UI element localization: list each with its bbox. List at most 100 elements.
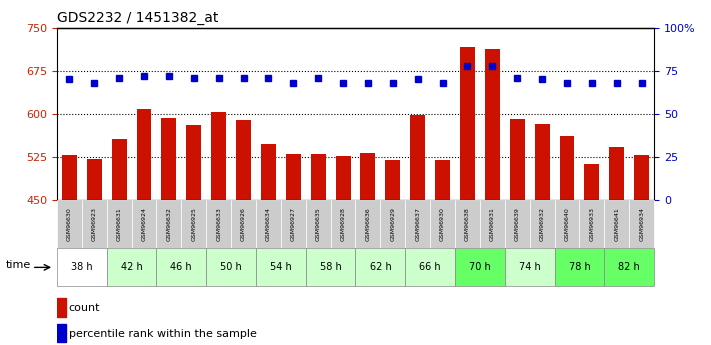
Text: GSM96633: GSM96633 bbox=[216, 207, 221, 241]
Bar bbox=[336, 156, 351, 345]
Text: GSM96933: GSM96933 bbox=[589, 207, 594, 241]
FancyBboxPatch shape bbox=[604, 200, 629, 248]
Text: GSM96923: GSM96923 bbox=[92, 207, 97, 241]
FancyBboxPatch shape bbox=[156, 200, 181, 248]
Text: GSM96930: GSM96930 bbox=[440, 207, 445, 241]
Text: count: count bbox=[69, 303, 100, 313]
Text: GSM96631: GSM96631 bbox=[117, 207, 122, 241]
FancyBboxPatch shape bbox=[505, 200, 530, 248]
Bar bbox=[360, 153, 375, 345]
Bar bbox=[510, 119, 525, 345]
Text: GSM96636: GSM96636 bbox=[365, 207, 370, 241]
Text: 50 h: 50 h bbox=[220, 263, 242, 272]
FancyBboxPatch shape bbox=[82, 200, 107, 248]
FancyBboxPatch shape bbox=[107, 248, 156, 286]
FancyBboxPatch shape bbox=[405, 248, 455, 286]
Bar bbox=[385, 160, 400, 345]
Text: 58 h: 58 h bbox=[320, 263, 341, 272]
Text: GSM96928: GSM96928 bbox=[341, 207, 346, 241]
Bar bbox=[57, 324, 66, 342]
Bar bbox=[460, 47, 475, 345]
Text: 66 h: 66 h bbox=[419, 263, 441, 272]
FancyBboxPatch shape bbox=[306, 200, 331, 248]
Text: 54 h: 54 h bbox=[270, 263, 292, 272]
FancyBboxPatch shape bbox=[555, 248, 604, 286]
Text: GSM96635: GSM96635 bbox=[316, 207, 321, 241]
FancyBboxPatch shape bbox=[530, 200, 555, 248]
FancyBboxPatch shape bbox=[107, 200, 132, 248]
FancyBboxPatch shape bbox=[206, 200, 231, 248]
Text: percentile rank within the sample: percentile rank within the sample bbox=[69, 329, 257, 338]
Text: 70 h: 70 h bbox=[469, 263, 491, 272]
Bar bbox=[584, 165, 599, 345]
Text: GSM96640: GSM96640 bbox=[565, 207, 570, 241]
FancyBboxPatch shape bbox=[331, 200, 356, 248]
Text: GSM96630: GSM96630 bbox=[67, 207, 72, 241]
FancyBboxPatch shape bbox=[455, 248, 505, 286]
FancyBboxPatch shape bbox=[57, 200, 82, 248]
Text: 38 h: 38 h bbox=[71, 263, 92, 272]
Text: time: time bbox=[6, 260, 31, 270]
FancyBboxPatch shape bbox=[206, 248, 256, 286]
Bar bbox=[634, 155, 649, 345]
Bar bbox=[261, 144, 276, 345]
FancyBboxPatch shape bbox=[579, 200, 604, 248]
FancyBboxPatch shape bbox=[555, 200, 579, 248]
FancyBboxPatch shape bbox=[57, 248, 107, 286]
FancyBboxPatch shape bbox=[132, 200, 156, 248]
Text: GSM96639: GSM96639 bbox=[515, 207, 520, 241]
Bar bbox=[609, 147, 624, 345]
FancyBboxPatch shape bbox=[256, 200, 281, 248]
FancyBboxPatch shape bbox=[604, 248, 654, 286]
Bar bbox=[186, 125, 201, 345]
Bar bbox=[112, 139, 127, 345]
Text: GSM96931: GSM96931 bbox=[490, 207, 495, 241]
Text: GSM96634: GSM96634 bbox=[266, 207, 271, 241]
FancyBboxPatch shape bbox=[629, 200, 654, 248]
Bar bbox=[435, 160, 450, 345]
Text: GSM96632: GSM96632 bbox=[166, 207, 171, 241]
Bar bbox=[87, 159, 102, 345]
FancyBboxPatch shape bbox=[505, 248, 555, 286]
Text: GSM96641: GSM96641 bbox=[614, 207, 619, 241]
Text: GSM96926: GSM96926 bbox=[241, 207, 246, 241]
Text: 42 h: 42 h bbox=[121, 263, 142, 272]
FancyBboxPatch shape bbox=[405, 200, 430, 248]
Bar bbox=[236, 120, 251, 345]
Bar bbox=[137, 109, 151, 345]
Bar bbox=[286, 154, 301, 345]
Text: GSM96934: GSM96934 bbox=[639, 207, 644, 241]
Text: 62 h: 62 h bbox=[370, 263, 391, 272]
FancyBboxPatch shape bbox=[181, 200, 206, 248]
Bar bbox=[560, 136, 574, 345]
Bar bbox=[211, 112, 226, 345]
FancyBboxPatch shape bbox=[156, 248, 206, 286]
Bar bbox=[410, 115, 425, 345]
FancyBboxPatch shape bbox=[455, 200, 480, 248]
Text: 82 h: 82 h bbox=[619, 263, 640, 272]
FancyBboxPatch shape bbox=[356, 248, 405, 286]
Bar bbox=[311, 154, 326, 345]
Text: GSM96925: GSM96925 bbox=[191, 207, 196, 241]
Text: GDS2232 / 1451382_at: GDS2232 / 1451382_at bbox=[57, 11, 218, 25]
Bar bbox=[62, 155, 77, 345]
Text: GSM96924: GSM96924 bbox=[141, 207, 146, 241]
Text: 74 h: 74 h bbox=[519, 263, 540, 272]
FancyBboxPatch shape bbox=[356, 200, 380, 248]
FancyBboxPatch shape bbox=[380, 200, 405, 248]
FancyBboxPatch shape bbox=[430, 200, 455, 248]
FancyBboxPatch shape bbox=[480, 200, 505, 248]
Bar bbox=[535, 124, 550, 345]
Text: 78 h: 78 h bbox=[569, 263, 590, 272]
Text: GSM96638: GSM96638 bbox=[465, 207, 470, 241]
Text: GSM96927: GSM96927 bbox=[291, 207, 296, 241]
FancyBboxPatch shape bbox=[231, 200, 256, 248]
Bar bbox=[57, 298, 66, 317]
Text: GSM96637: GSM96637 bbox=[415, 207, 420, 241]
Bar bbox=[485, 49, 500, 345]
Text: 46 h: 46 h bbox=[171, 263, 192, 272]
FancyBboxPatch shape bbox=[306, 248, 356, 286]
FancyBboxPatch shape bbox=[256, 248, 306, 286]
Bar bbox=[161, 118, 176, 345]
Text: GSM96929: GSM96929 bbox=[390, 207, 395, 241]
